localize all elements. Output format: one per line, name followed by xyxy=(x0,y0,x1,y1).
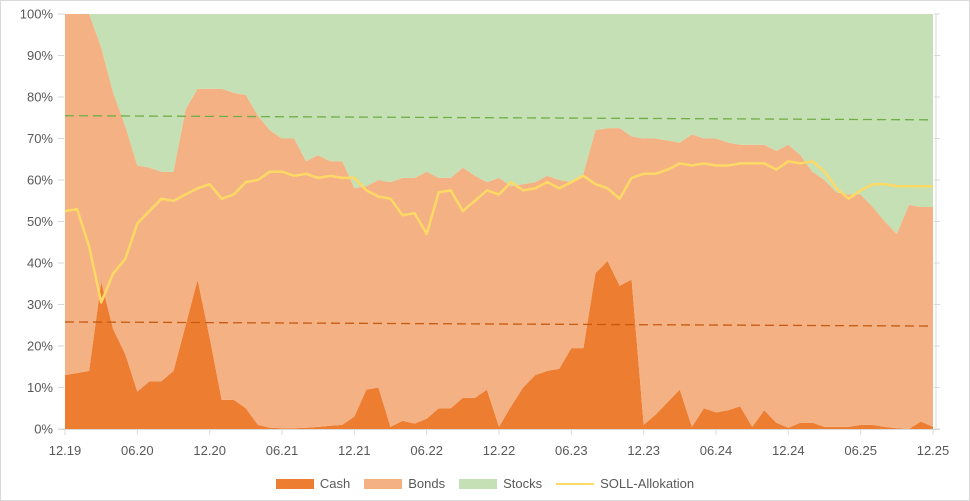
x-tick-label: 06.20 xyxy=(121,443,154,458)
y-axis: 0% 10% 20% 30% 40% 50% 60% 70% 80% 90% 100% xyxy=(20,7,940,437)
x-tick-label: 06.23 xyxy=(555,443,588,458)
x-tick-label: 12.25 xyxy=(917,443,950,458)
y-tick-label: 0% xyxy=(34,422,53,437)
y-tick-label: 40% xyxy=(27,256,53,271)
y-tick-label: 70% xyxy=(27,131,53,146)
legend-item-soll-allokation[interactable]: SOLL-Allokation xyxy=(556,476,694,491)
x-tick-label: 12.20 xyxy=(193,443,226,458)
legend-label: Cash xyxy=(319,476,351,491)
area-series-group xyxy=(65,14,933,429)
legend-swatch-cash xyxy=(275,478,314,489)
x-tick-label: 12.22 xyxy=(483,443,516,458)
legend: Cash Bonds Stocks SOLL-Allokation xyxy=(0,476,970,491)
legend-swatch-bonds xyxy=(364,478,403,489)
legend-item-cash[interactable]: Cash xyxy=(275,476,351,491)
x-tick-label: 06.22 xyxy=(410,443,443,458)
x-tick-label: 12.21 xyxy=(338,443,371,458)
y-tick-label: 30% xyxy=(27,297,53,312)
y-tick-label: 100% xyxy=(20,7,54,22)
stocks-target-trend-line xyxy=(64,115,934,121)
x-axis: 12.19 06.20 12.20 06.21 12.21 06.22 12.22 06.23… xyxy=(49,429,950,458)
reference-lines-group xyxy=(64,115,934,327)
line-series-group xyxy=(64,160,933,304)
y-tick-label: 90% xyxy=(27,48,53,63)
area-cash xyxy=(65,260,933,429)
legend-swatch-soll-line xyxy=(556,482,595,485)
legend-item-stocks[interactable]: Stocks xyxy=(459,476,542,491)
x-tick-label: 12.23 xyxy=(627,443,660,458)
y-tick-label: 80% xyxy=(27,90,53,105)
x-tick-label: 06.25 xyxy=(844,443,877,458)
x-tick-label: 12.19 xyxy=(49,443,82,458)
x-tick-label: 06.21 xyxy=(266,443,299,458)
x-tick-label: 06.24 xyxy=(700,443,733,458)
line-soll-allokation xyxy=(64,160,933,304)
legend-swatch-stocks xyxy=(459,478,498,489)
y-tick-label: 50% xyxy=(27,214,53,229)
legend-label: SOLL-Allokation xyxy=(600,476,695,491)
x-tick-label: 12.24 xyxy=(772,443,805,458)
legend-item-bonds[interactable]: Bonds xyxy=(364,476,445,491)
legend-label: Stocks xyxy=(503,476,543,491)
y-tick-label: 60% xyxy=(27,173,53,188)
cash-target-trend-line xyxy=(64,321,934,327)
legend-label: Bonds xyxy=(408,476,446,491)
y-tick-label: 20% xyxy=(27,339,53,354)
area-stocks xyxy=(65,14,933,234)
y-tick-label: 10% xyxy=(27,380,53,395)
